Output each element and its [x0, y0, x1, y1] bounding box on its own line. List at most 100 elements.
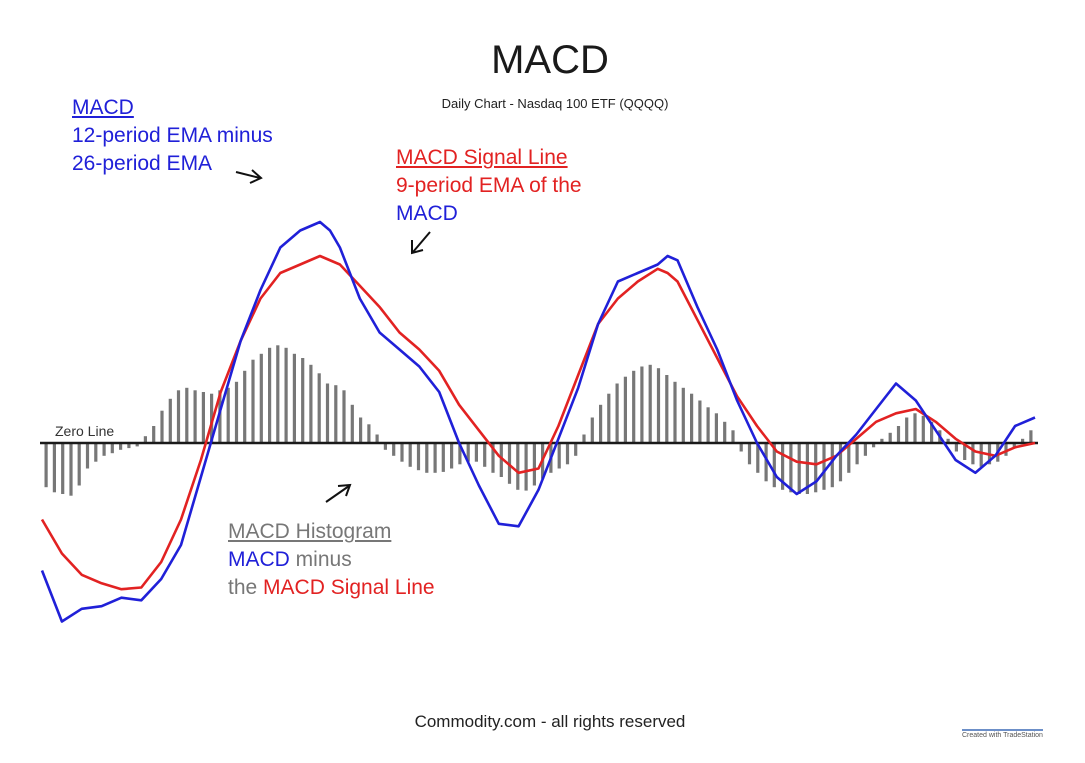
histogram-bar — [896, 426, 901, 443]
histogram-bar — [706, 407, 710, 443]
histogram-bar — [185, 387, 189, 444]
histogram-bar — [441, 443, 445, 472]
histogram-bar — [425, 443, 429, 473]
histogram-bar — [1004, 443, 1008, 456]
macd-signal-line-series — [40, 254, 1036, 591]
histogram-bar — [85, 443, 90, 469]
histogram-bar — [574, 443, 578, 456]
histogram-bar — [524, 443, 528, 491]
histogram-bar — [499, 443, 503, 477]
histogram-bar — [392, 443, 396, 456]
signal-annotation-line1: 9-period EMA of the — [396, 174, 582, 197]
histogram-bar — [243, 370, 247, 444]
macd-arrow — [235, 171, 261, 179]
histogram-bar — [632, 370, 636, 444]
signal-annotation-line2: MACD — [396, 202, 458, 225]
histogram-bar — [102, 443, 106, 456]
histogram-bar — [152, 426, 156, 443]
histogram-bar — [764, 443, 768, 482]
histogram-bar — [772, 443, 776, 488]
histogram-bar — [168, 398, 172, 443]
histogram-bar — [110, 443, 114, 454]
histogram-bar — [383, 443, 387, 450]
histogram-bar — [176, 390, 181, 443]
histogram-bar — [963, 443, 967, 460]
histogram-bar — [234, 381, 239, 443]
histogram-bar — [747, 443, 752, 465]
histogram-bar — [615, 383, 619, 443]
histogram-bar — [673, 381, 677, 443]
histogram-bar — [532, 443, 536, 486]
macd-arrow-head — [249, 169, 263, 184]
histogram-bar — [408, 443, 412, 467]
histogram-bar — [656, 368, 661, 443]
histogram-annotation-the: the — [228, 576, 264, 599]
histogram-bar — [44, 443, 48, 488]
histogram-bar — [52, 443, 56, 493]
histogram-bar — [226, 387, 230, 444]
histogram-bar — [218, 390, 222, 443]
histogram-bar — [789, 443, 793, 493]
histogram-bar — [483, 443, 487, 467]
histogram-annotation-minus: minus — [289, 548, 352, 571]
histogram-bar — [797, 443, 801, 494]
histogram-bars — [44, 345, 1033, 496]
histogram-bar — [665, 375, 669, 443]
histogram-bar — [375, 434, 379, 443]
histogram-bar — [433, 443, 437, 473]
histogram-bar — [565, 443, 570, 465]
histogram-bar — [69, 443, 73, 496]
histogram-bar — [930, 421, 934, 444]
histogram-bar — [921, 415, 925, 443]
histogram-annotation-signal: MACD Signal Line — [263, 576, 435, 599]
histogram-bar — [880, 438, 884, 444]
histogram-bar — [723, 421, 727, 444]
histogram-annotation-macd: MACD — [228, 548, 290, 571]
histogram-bar — [77, 443, 81, 486]
histogram-bar — [458, 443, 462, 465]
histogram-annotation-title: MACD Histogram — [228, 520, 392, 543]
histogram-bar — [119, 443, 123, 450]
histogram-bar — [872, 443, 876, 448]
histogram-bar — [731, 430, 735, 444]
macd-annotation: MACD 12-period EMA minus 26-period EMA — [72, 94, 273, 178]
histogram-bar — [607, 393, 611, 443]
signal-annotation-title: MACD Signal Line — [396, 146, 568, 169]
histogram-bar — [971, 443, 975, 465]
tradestation-credit: Created with TradeStation — [962, 729, 1043, 739]
histogram-bar — [1012, 443, 1016, 448]
histogram-bar — [367, 424, 371, 443]
histogram-bar — [301, 358, 305, 443]
histogram-bar — [863, 443, 867, 456]
chart-title: MACD — [491, 38, 609, 82]
zero-line-label: Zero Line — [55, 423, 115, 439]
histogram-bar — [143, 436, 147, 443]
histogram-bar — [557, 443, 561, 469]
histogram-bar — [61, 443, 65, 494]
histogram-bar — [855, 443, 859, 465]
histogram-bar — [954, 443, 958, 452]
histogram-bar — [739, 443, 743, 452]
histogram-bar — [292, 353, 296, 444]
histogram-bar — [599, 404, 603, 444]
histogram-bar — [714, 413, 718, 444]
histogram-bar — [94, 443, 98, 462]
macd-series — [40, 220, 1036, 623]
histogram-bar — [259, 353, 263, 444]
histogram-bar — [979, 443, 983, 467]
histogram-bar — [193, 390, 197, 443]
chart-subtitle: Daily Chart - Nasdaq 100 ETF (QQQQ) — [441, 96, 669, 111]
histogram-bar — [698, 400, 702, 443]
histogram-annotation: MACD Histogram MACD minus the MACD Signa… — [228, 518, 435, 602]
histogram-bar — [276, 345, 280, 444]
histogram-bar — [1029, 430, 1033, 444]
macd-annotation-line2: 26-period EMA — [72, 152, 213, 175]
histogram-bar — [640, 366, 644, 443]
histogram-bar — [888, 432, 892, 443]
histogram-bar — [690, 393, 694, 443]
histogram-bar — [317, 373, 321, 443]
signal-annotation: MACD Signal Line 9-period EMA of the MAC… — [396, 144, 582, 228]
macd-annotation-title: MACD — [72, 96, 134, 119]
histogram-bar — [309, 364, 313, 443]
